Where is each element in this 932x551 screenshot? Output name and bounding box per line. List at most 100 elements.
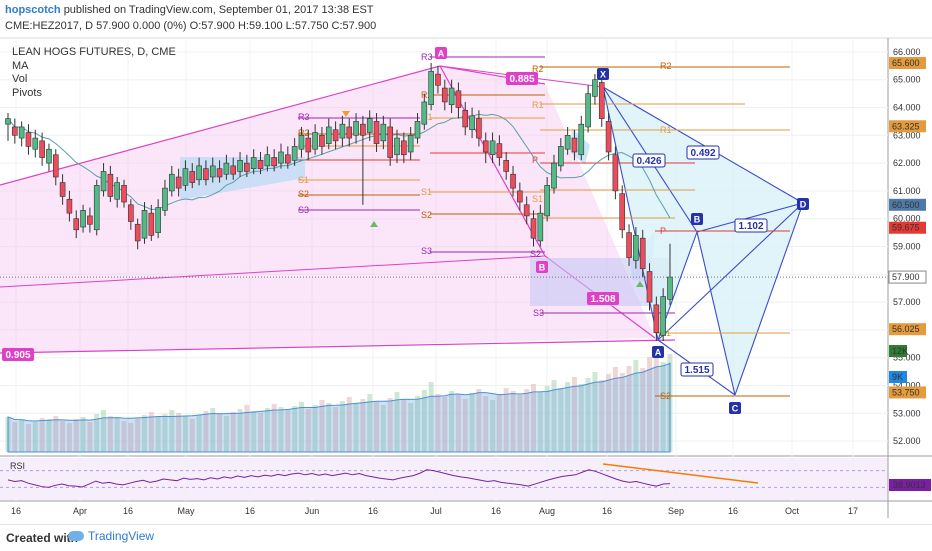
pivot-label: R3 — [298, 112, 310, 122]
volume-bar — [394, 392, 400, 452]
harmonic-leg — [734, 202, 804, 396]
candle-body — [380, 123, 387, 142]
time-tick-label: 16 — [491, 506, 501, 516]
candle-body — [216, 168, 223, 178]
ratio-box — [680, 362, 714, 377]
volume-bar — [169, 410, 175, 452]
candle-body — [230, 165, 237, 175]
price-tick-label: 53.000 — [893, 408, 921, 418]
volume-bar — [367, 394, 373, 452]
candle-body — [619, 193, 626, 231]
ratio-label: 1.508 — [587, 292, 619, 305]
point-letter: A — [438, 49, 445, 59]
volume-bar — [496, 394, 502, 452]
pivot-high-marker — [342, 111, 350, 117]
volume-bar — [353, 404, 359, 452]
candle-body — [25, 132, 32, 147]
pattern-point-label: A — [652, 346, 664, 358]
candle-body — [598, 82, 605, 119]
time-tick-label: 17 — [848, 506, 858, 516]
candle-body — [59, 182, 66, 197]
candle-body — [476, 118, 482, 139]
pivot-label: S1 — [298, 175, 309, 185]
volume-bar — [551, 380, 557, 452]
author-name[interactable]: hopscotch — [5, 4, 61, 16]
tradingview-link[interactable]: TradingView — [68, 529, 154, 543]
legend-vol[interactable]: Vol — [12, 73, 28, 85]
candle-body — [66, 198, 73, 214]
time-tick-label: 16 — [123, 506, 133, 516]
candle-body — [107, 173, 114, 197]
candle-body — [141, 210, 148, 239]
price-tag-label: 57.900 — [892, 272, 920, 282]
time-tick-label: Jun — [305, 506, 320, 516]
candle-body — [564, 135, 571, 150]
candle-body — [203, 168, 209, 181]
volume-bar — [32, 422, 38, 452]
pivot-label: S3 — [421, 246, 432, 256]
price-tick-label: 54.000 — [893, 381, 921, 391]
price-tag-box — [889, 221, 926, 234]
volume-bar — [128, 423, 134, 452]
candle-body — [530, 218, 537, 239]
time-tick-label: 16 — [11, 506, 21, 516]
candle-body — [646, 271, 653, 303]
time-tick-label: 16 — [728, 506, 738, 516]
pattern-point-label: X — [597, 68, 609, 80]
point-badge — [435, 47, 447, 59]
candle-body — [175, 176, 182, 189]
candle-body — [189, 171, 196, 183]
volume-bar — [73, 419, 79, 452]
pattern-point-label: B — [536, 261, 548, 273]
rsi-trendline — [602, 463, 759, 484]
candle-body — [32, 137, 39, 150]
volume-bar — [223, 416, 229, 452]
chart-legend: LEAN HOGS FUTURES, D, CME MA Vol Pivots — [12, 46, 176, 100]
candle-body — [551, 162, 557, 189]
candle-body — [73, 218, 80, 231]
price-tag-label: 12K — [892, 346, 908, 356]
volume-bar — [578, 384, 584, 452]
candle-body — [271, 157, 277, 167]
volume-bar — [326, 403, 332, 452]
volume-bar — [544, 386, 550, 452]
volume-bar — [565, 382, 571, 452]
legend-pivots[interactable]: Pivots — [12, 86, 42, 99]
candle-body — [517, 190, 523, 203]
ratio-text: 0.492 — [690, 148, 715, 159]
volume-bar — [203, 411, 209, 452]
time-tick-label: Jul — [430, 506, 442, 516]
volume-bar — [162, 414, 168, 452]
time-tick-label: May — [177, 506, 195, 516]
price-tick-label: 59.000 — [893, 242, 921, 252]
point-badge — [597, 68, 609, 80]
volume-bar — [653, 352, 659, 452]
candle-body — [5, 118, 11, 125]
legend-ma[interactable]: MA — [12, 59, 29, 72]
pivot-label: S2 — [530, 249, 541, 259]
candle-body — [537, 212, 544, 242]
rsi-value-box — [889, 479, 931, 491]
pivot-label: R2 — [421, 90, 433, 100]
price-tag: 63.325 — [889, 120, 926, 133]
volume-bar — [53, 416, 59, 452]
pivot-label: R3 — [421, 52, 433, 62]
volume-bar — [94, 414, 100, 452]
volume-bar — [121, 421, 127, 452]
candle-body — [503, 160, 510, 172]
volume-bar — [558, 388, 564, 452]
ratio-box — [734, 218, 768, 233]
price-tag-box — [889, 120, 926, 133]
pivot-label: R2 — [298, 128, 310, 138]
price-tag-box — [888, 270, 927, 284]
pivot-label: S1 — [532, 194, 543, 204]
price-tag-label: 63.325 — [892, 121, 920, 131]
price-chart[interactable]: R3R2R1S1S2S3R3R2R2R1R1PS1S1S2S3S2S3R2R1P… — [0, 0, 932, 524]
volume-bar — [258, 413, 264, 452]
ratio-label: 0.492 — [686, 145, 720, 160]
candle-body — [332, 129, 339, 142]
point-letter: X — [600, 70, 606, 80]
price-axis: 52.00053.00054.00055.00056.00057.00058.0… — [888, 47, 927, 446]
volume-bar — [592, 372, 598, 452]
candle-body — [360, 123, 366, 136]
